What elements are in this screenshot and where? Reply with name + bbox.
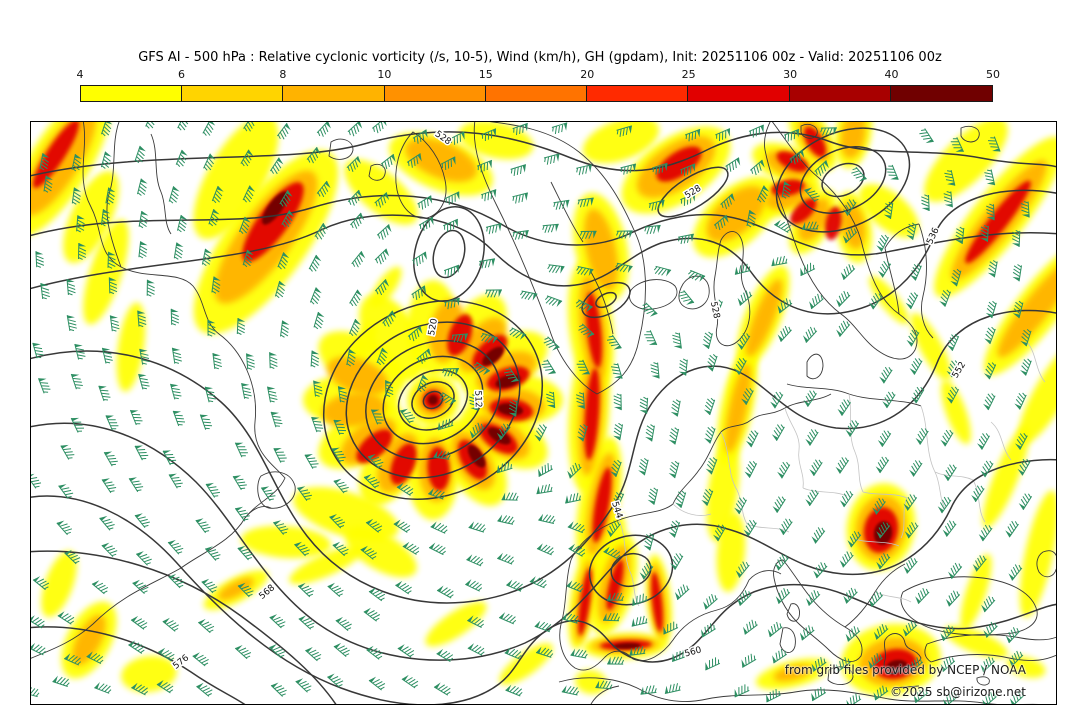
geopotential-contour-layer — [31, 127, 1056, 704]
wind-barbs-layer — [31, 122, 1033, 704]
contour-label: 560 — [684, 645, 703, 659]
page-title: GFS AI - 500 hPa : Relative cyclonic vor… — [138, 50, 942, 65]
vorticity-shading-layer — [31, 122, 1056, 697]
colorbar-tick-label: 30 — [783, 68, 798, 81]
colorbar-tick-label: 40 — [884, 68, 899, 81]
colorbar-segment — [587, 86, 689, 101]
contour-label: 512 — [472, 390, 483, 408]
map-canvas: 512 520 528 528 528 536 544 552 560 568 576 from g… — [30, 121, 1057, 705]
colorbar-segment — [81, 86, 183, 101]
colorbar-tick-label: 25 — [681, 68, 696, 81]
colorbar-tick-label: 10 — [377, 68, 392, 81]
colorbar-segment — [182, 86, 284, 101]
colorbar-tick-label: 8 — [279, 68, 287, 81]
colorbar-tick-label: 6 — [177, 68, 185, 81]
contour-label: 528 — [708, 301, 721, 320]
country-border-layer — [618, 341, 1046, 607]
colorbar-segment — [283, 86, 385, 101]
colorbar-tick-label: 20 — [580, 68, 595, 81]
colorbar-segment — [688, 86, 790, 101]
attribution-copyright: ©2025 sb@irizone.net — [890, 685, 1026, 699]
colorbar-segment — [890, 86, 992, 101]
colorbar-tick-label: 50 — [986, 68, 1000, 81]
contour-label: 520 — [427, 317, 440, 336]
attribution-source: from grib files provided by NCEP / NOAA — [784, 663, 1026, 677]
contour-label: 536 — [925, 226, 941, 246]
colorbar-tick-label: 4 — [76, 68, 84, 81]
colorbar-tick-label: 15 — [478, 68, 493, 81]
colorbar-segment — [485, 86, 588, 101]
colorbar-segment — [384, 86, 486, 101]
colorbar-ticks: 4 6 8 10 15 20 25 30 40 50 — [0, 68, 1080, 82]
contour-label: 576 — [171, 653, 191, 672]
colorbar-segment — [789, 86, 891, 101]
colorbar — [80, 85, 993, 102]
